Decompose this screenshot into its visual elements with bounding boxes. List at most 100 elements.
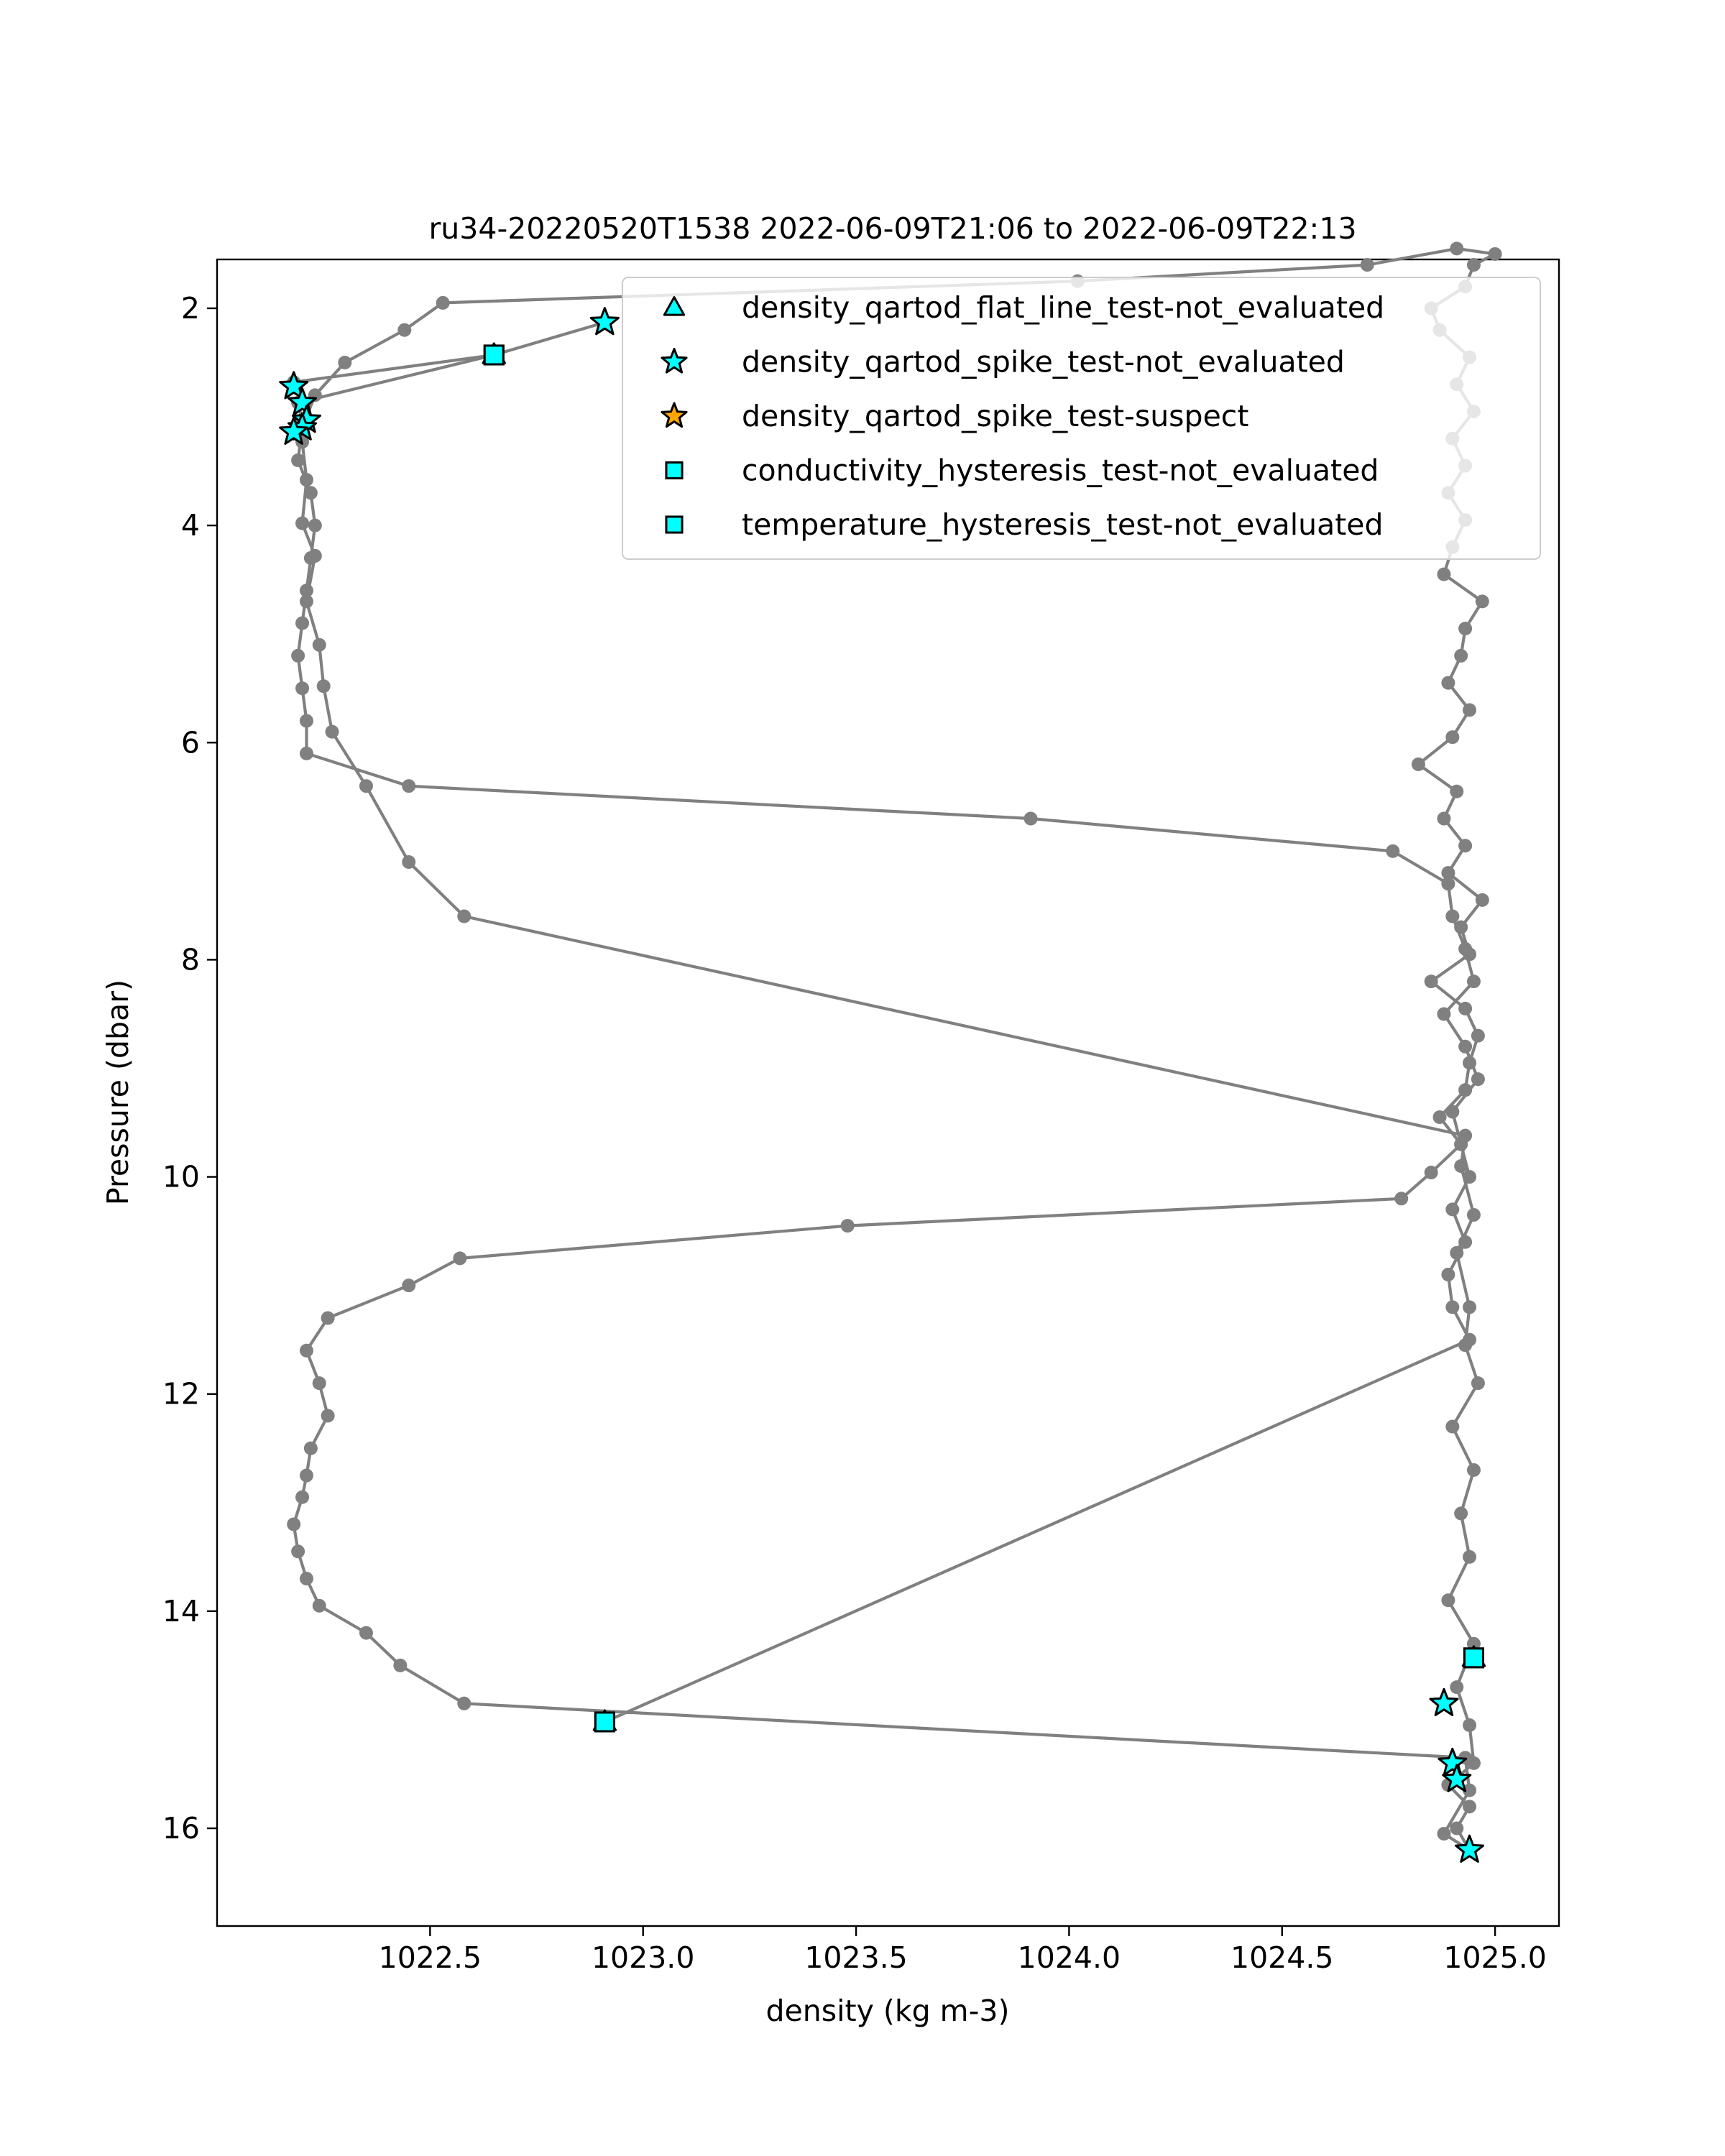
legend-marker [665,461,684,480]
profile-point [1450,1680,1464,1695]
profile-point [1445,1419,1460,1434]
series-4-marker [1463,1647,1484,1669]
profile-point [1463,1783,1477,1797]
legend-label: temperature_hysteresis_test-not_evaluate… [742,507,1384,542]
profile-point [1445,1105,1460,1119]
plot-area [216,258,1560,1927]
x-tick-label: 1024.0 [1018,1940,1121,1975]
profile-point [1466,1207,1481,1222]
y-tick-label: 8 [181,942,200,977]
profile-point [1441,877,1455,891]
profile-point [1445,1300,1460,1314]
profile-point [393,1658,408,1672]
profile-point [299,473,313,487]
profile-point [1441,1593,1455,1608]
profile-point [287,1517,301,1531]
profile-point [299,584,313,598]
profile-point [308,518,322,533]
profile-point [312,1598,326,1613]
profile-point [457,909,472,923]
profile-point [299,1572,313,1586]
profile-point [1411,757,1425,771]
profile-point [1454,1506,1468,1521]
profile-point [1437,567,1451,581]
profile-point [1471,1072,1485,1087]
profile-point [303,486,318,500]
profile-point [359,779,373,793]
profile-point [457,1696,472,1710]
profile-point [295,616,310,630]
series-1-marker [589,307,620,336]
profile-point [1463,1300,1477,1314]
profile-point [1475,893,1489,907]
y-tick-label: 12 [162,1377,200,1411]
profile-point [1463,1332,1477,1347]
profile-point [299,746,313,760]
series-1-marker [1442,1764,1472,1792]
y-tick-label: 10 [162,1160,200,1194]
y-tick-label: 16 [162,1811,200,1846]
y-tick-label: 14 [162,1594,200,1628]
profile-point [402,854,416,869]
chart-title: ru34-20220520T1538 2022-06-09T21:06 to 2… [428,211,1356,246]
profile-point [1424,975,1438,989]
profile-point [295,516,310,530]
legend-label: conductivity_hysteresis_test-not_evaluat… [742,453,1379,488]
profile-point [397,323,412,337]
profile-point [1441,1268,1455,1282]
profile-point [295,1490,310,1504]
profile-point [1475,594,1489,609]
x-axis-label: density (kg m-3) [766,1994,1010,2028]
profile-point [1445,909,1460,923]
profile-point [1466,975,1481,989]
profile-point [299,1343,313,1358]
profile-point [1458,839,1473,853]
profile-point [1463,1170,1477,1184]
legend-marker [665,515,684,534]
profile-point [1488,247,1502,261]
legend-frame [622,277,1541,560]
x-tick-label: 1024.5 [1230,1940,1333,1975]
profile-point [1458,1235,1473,1249]
profile-point [453,1251,467,1266]
profile-point [1454,648,1468,663]
profile-point [316,679,331,694]
profile-point [436,295,450,310]
profile-point [291,1544,305,1559]
profile-point [295,681,310,696]
profile-point [1458,1001,1473,1015]
x-tick-label: 1022.5 [379,1940,482,1975]
profile-point [1466,1462,1481,1477]
profile-point [1360,258,1374,272]
y-tick-label: 4 [181,508,200,543]
profile-point [1024,811,1038,826]
profile-point [1386,844,1400,858]
x-axis: 1022.5 1023.0 1023.5 1024.0 1024.5 1025.0 [379,1926,1547,1975]
y-axis: 2 4 6 8 10 12 14 16 [162,291,217,1846]
profile-point [312,1376,326,1391]
y-tick-label: 2 [181,291,200,326]
series-4-marker [483,344,505,366]
series-1-marker [1455,1834,1485,1863]
profile-point [1454,1158,1468,1173]
profile-point [1441,676,1455,690]
legend-marker [663,296,686,316]
profile-point [1463,1718,1477,1733]
y-tick-label: 6 [181,725,200,760]
profile-point [1466,258,1481,272]
profile-point [1458,1039,1473,1054]
x-tick-label: 1025.0 [1443,1940,1546,1975]
profile-point [1450,1821,1464,1835]
profile-point [325,724,339,739]
profile-point [291,648,305,663]
y-axis-label: Pressure (dbar) [101,980,135,1205]
x-tick-label: 1023.0 [592,1940,694,1975]
profile-point [402,779,416,793]
profile-point [291,453,305,467]
profile-point [299,714,313,728]
profile-point [1450,1245,1464,1260]
profile-point [338,356,352,370]
profile-point [1458,941,1473,956]
series-1-marker [288,387,318,416]
